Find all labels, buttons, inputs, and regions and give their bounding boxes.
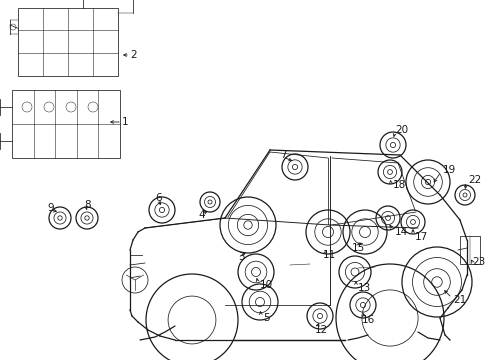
Text: 2: 2	[130, 50, 137, 60]
Text: 13: 13	[358, 283, 371, 293]
Text: 17: 17	[415, 232, 428, 242]
Text: 7: 7	[280, 150, 287, 160]
Text: 19: 19	[443, 165, 456, 175]
Text: 8: 8	[84, 200, 91, 210]
Text: 6: 6	[155, 193, 162, 203]
Bar	[12, 90, 120, 158]
Bar	[460, 236, 480, 264]
Text: 3: 3	[238, 252, 245, 262]
Text: 10: 10	[260, 280, 273, 290]
Bar	[18, 8, 118, 76]
Text: 18: 18	[393, 180, 406, 190]
Text: 9: 9	[47, 203, 53, 213]
Text: 12: 12	[315, 325, 328, 335]
Text: 4: 4	[198, 210, 205, 220]
Text: 16: 16	[362, 315, 375, 325]
Text: 1: 1	[122, 117, 128, 127]
Text: 5: 5	[263, 313, 270, 323]
Text: 22: 22	[468, 175, 481, 185]
Text: 20: 20	[395, 125, 408, 135]
Text: 11: 11	[323, 250, 336, 260]
Text: 21: 21	[453, 295, 466, 305]
Text: 14: 14	[395, 227, 408, 237]
Text: 15: 15	[352, 243, 365, 253]
Text: 23: 23	[472, 257, 485, 267]
